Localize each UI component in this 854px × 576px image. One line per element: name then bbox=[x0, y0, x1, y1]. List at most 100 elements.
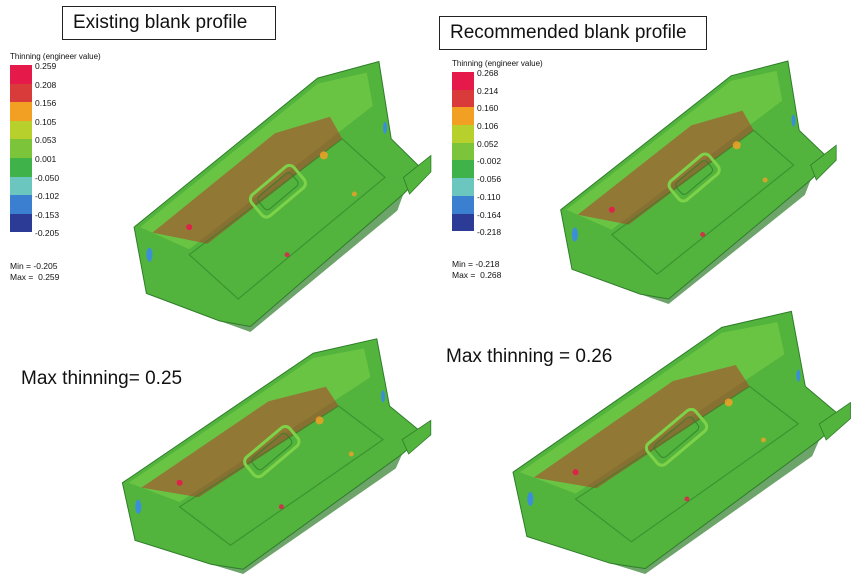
legend-existing: Thinning (engineer value) 0.259 0.208 0.15… bbox=[10, 52, 101, 283]
part-body bbox=[560, 60, 832, 300]
legend-swatch bbox=[10, 83, 32, 103]
legend-row: 0.052 bbox=[452, 139, 543, 161]
thinning-zone bbox=[533, 365, 750, 489]
flange-tab bbox=[818, 401, 851, 441]
legend-row: -0.164 bbox=[452, 210, 543, 232]
max-thinning-recommended: Max thinning = 0.26 bbox=[446, 346, 613, 367]
edge-compression bbox=[796, 369, 801, 382]
legend-min: Min = -0.218 bbox=[452, 258, 500, 269]
hot-spot bbox=[319, 151, 328, 160]
legend-swatch bbox=[452, 178, 474, 196]
legend-swatch bbox=[10, 102, 32, 121]
legend-swatch bbox=[10, 157, 32, 177]
hot-spot bbox=[278, 504, 284, 510]
legend-row: -0.110 bbox=[452, 192, 543, 214]
legend-row: 0.160 bbox=[452, 103, 543, 126]
part-render-existing-top bbox=[133, 60, 432, 332]
legend-tick-label: -0.218 bbox=[477, 227, 502, 238]
legend-row: -0.050 bbox=[10, 173, 101, 196]
legend-tick-label: 0.156 bbox=[35, 98, 57, 109]
legend-title: Thinning (engineer value) bbox=[452, 59, 543, 68]
legend-row: -0.218 bbox=[452, 227, 543, 249]
thinning-zone bbox=[152, 116, 343, 244]
embossed-ring bbox=[667, 152, 721, 203]
legend-swatch bbox=[10, 139, 32, 158]
legend-swatch bbox=[452, 89, 474, 108]
legend-tick-label: 0.214 bbox=[477, 85, 499, 96]
legend-tick-label: -0.102 bbox=[35, 191, 60, 202]
legend-swatch bbox=[10, 213, 32, 233]
hot-spot bbox=[284, 252, 290, 258]
legend-swatch bbox=[452, 107, 474, 126]
legend-tick-label: 0.106 bbox=[477, 121, 499, 132]
flange-tab bbox=[402, 154, 432, 195]
edge-compression bbox=[146, 247, 153, 262]
legend-swatch bbox=[10, 65, 32, 84]
legend-tick-label: -0.205 bbox=[35, 228, 60, 239]
legend-row: 0.259 bbox=[10, 61, 101, 84]
legend-min-max: Min = -0.205 Max = 0.259 bbox=[10, 261, 101, 283]
legend-row: 0.106 bbox=[452, 121, 543, 143]
legend-min-max: Min = -0.218 Max = 0.268 bbox=[452, 259, 543, 281]
legend-row: -0.153 bbox=[10, 210, 101, 233]
hot-spot bbox=[351, 191, 357, 197]
legend-swatch bbox=[452, 72, 474, 90]
edge-compression bbox=[383, 121, 388, 134]
legend-recommended: Thinning (engineer value) 0.268 0.214 0.16… bbox=[452, 59, 543, 281]
hot-spot bbox=[176, 479, 183, 486]
embossed-ring bbox=[644, 407, 709, 467]
legend-title: Thinning (engineer value) bbox=[10, 52, 101, 61]
part-floor bbox=[178, 405, 385, 546]
legend-row: 0.268 bbox=[452, 68, 543, 90]
hot-spot bbox=[608, 206, 615, 213]
legend-swatch bbox=[452, 142, 474, 161]
legend-swatch bbox=[452, 160, 474, 179]
legend-tick-label: -0.110 bbox=[477, 191, 501, 202]
legend-row: -0.056 bbox=[452, 174, 543, 196]
legend-row: 0.208 bbox=[10, 80, 101, 103]
legend-scale: 0.259 0.208 0.156 0.105 0.053 0.001 -0.050 -0.1… bbox=[10, 61, 101, 251]
legend-row: -0.102 bbox=[10, 191, 101, 214]
flange-tab bbox=[401, 419, 432, 455]
legend-scale: 0.268 0.214 0.160 0.106 0.052 -0.002 -0.056 -0.… bbox=[452, 68, 543, 249]
thinning-zone bbox=[141, 386, 339, 498]
legend-tick-label: 0.208 bbox=[35, 79, 57, 90]
legend-row: 0.053 bbox=[10, 135, 101, 158]
hot-spot bbox=[186, 224, 193, 231]
legend-row: 0.156 bbox=[10, 98, 101, 121]
part-body bbox=[121, 338, 426, 570]
legend-row: 0.001 bbox=[10, 154, 101, 177]
legend-min: Min = -0.205 bbox=[10, 260, 58, 271]
recommended-profile-title: Recommended blank profile bbox=[439, 16, 707, 50]
part-floor bbox=[610, 129, 795, 275]
hot-spot bbox=[762, 177, 768, 183]
part-render-recommended-bottom bbox=[512, 310, 851, 574]
legend-tick-label: 0.259 bbox=[35, 61, 57, 71]
embossed-ring-inner bbox=[675, 160, 714, 195]
part-render-recommended-top bbox=[560, 60, 837, 304]
legend-row: 0.214 bbox=[452, 86, 543, 108]
hot-spot bbox=[724, 398, 733, 407]
part-body bbox=[133, 60, 426, 328]
part-body bbox=[512, 310, 845, 570]
embossed-ring bbox=[243, 424, 301, 479]
legend-row: -0.002 bbox=[452, 156, 543, 179]
legend-tick-label: 0.268 bbox=[477, 68, 499, 78]
legend-tick-label: -0.153 bbox=[35, 209, 60, 220]
max-thinning-existing: Max thinning= 0.25 bbox=[21, 368, 183, 389]
part-floor bbox=[188, 138, 386, 300]
embossed-ring-inner bbox=[653, 416, 700, 459]
legend-tick-label: 0.052 bbox=[477, 138, 499, 149]
part-floor bbox=[574, 385, 800, 543]
embossed-ring-inner bbox=[251, 432, 293, 471]
legend-tick-label: 0.001 bbox=[35, 153, 57, 164]
edge-compression bbox=[791, 114, 796, 127]
legend-tick-label: -0.056 bbox=[477, 174, 502, 185]
legend-row: -0.205 bbox=[10, 228, 101, 251]
legend-swatch bbox=[452, 213, 474, 232]
hot-spot bbox=[761, 437, 767, 443]
embossed-ring-inner bbox=[257, 172, 299, 211]
embossed-ring bbox=[248, 163, 307, 219]
legend-row: 0.105 bbox=[10, 117, 101, 140]
hot-spot bbox=[315, 416, 324, 425]
